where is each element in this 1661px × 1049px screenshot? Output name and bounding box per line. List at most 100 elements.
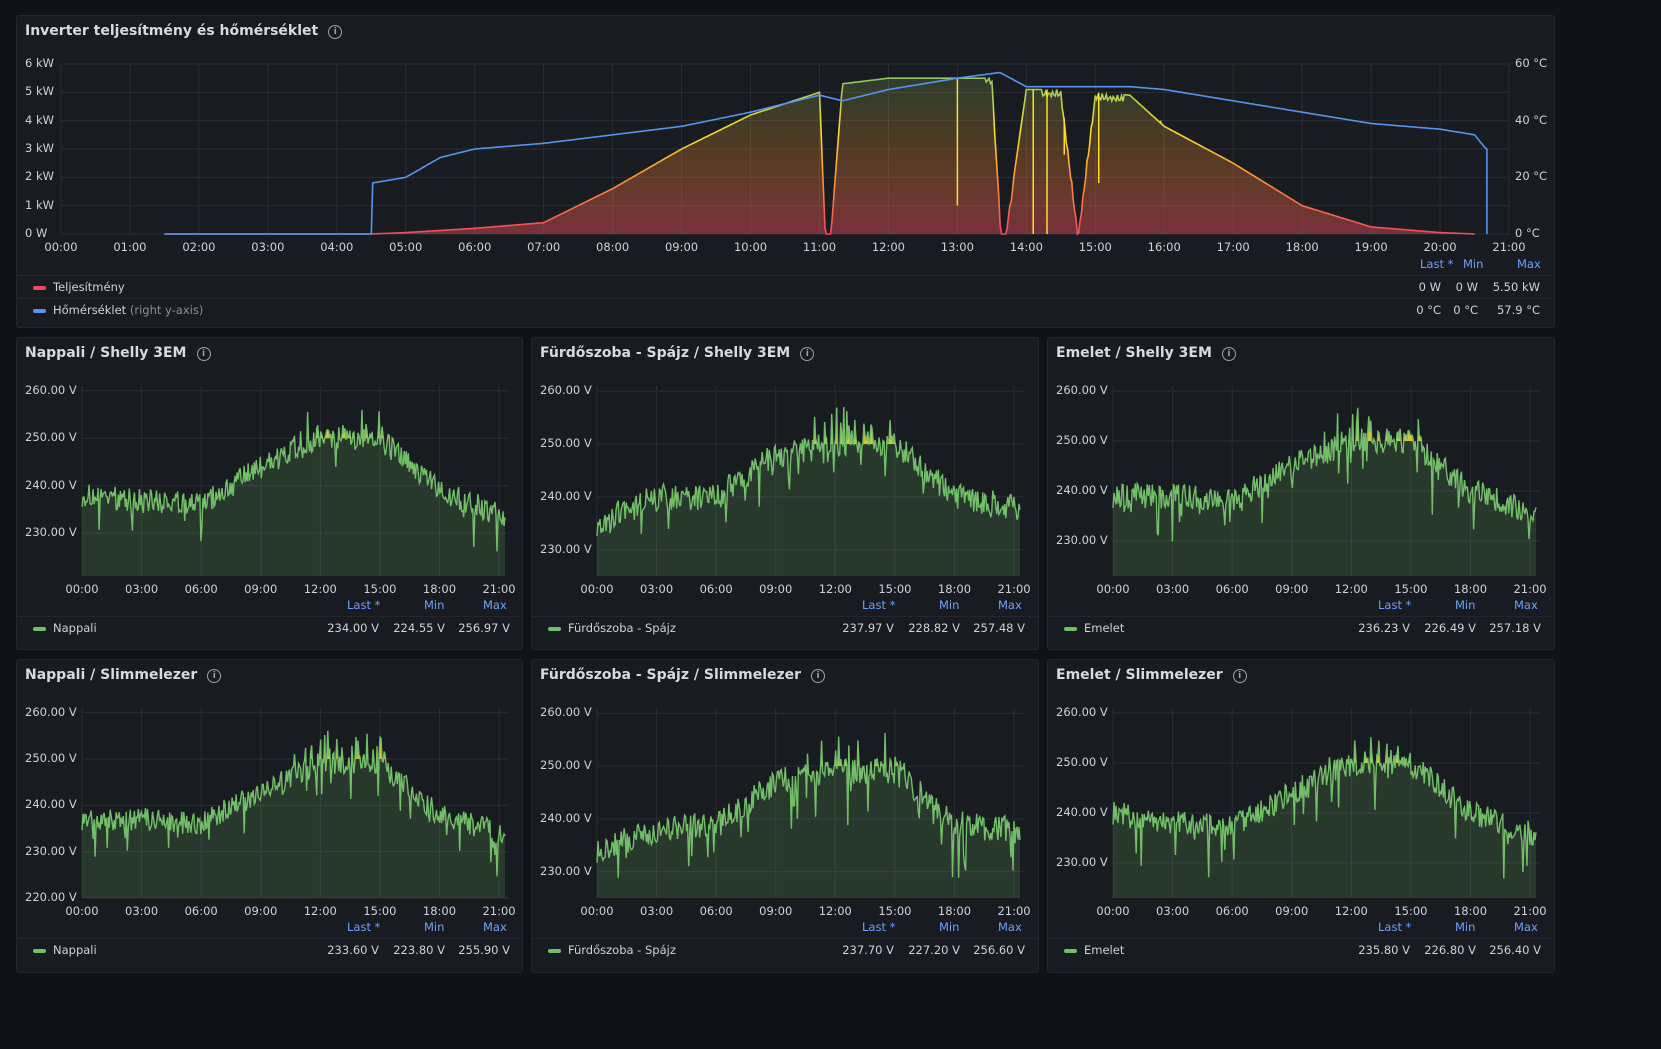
y-axis-left-tick: 6 kW <box>25 56 55 70</box>
x-axis-tick: 03:00 <box>125 904 159 918</box>
x-axis-tick: 15:00 <box>363 904 397 918</box>
panel-title: Fürdőszoba - Spájz / Slimmelezer i <box>540 667 826 683</box>
info-icon[interactable]: i <box>1232 669 1247 683</box>
legend-header-min[interactable]: Min <box>939 920 960 934</box>
info-icon[interactable]: i <box>196 347 211 361</box>
y-axis-tick: 260.00 V <box>540 383 592 398</box>
x-axis-tick: 21:00 <box>482 582 516 596</box>
voltage-series-line[interactable] <box>596 732 1021 878</box>
x-axis-tick: 00:00 <box>44 240 78 254</box>
x-axis-tick: 02:00 <box>182 240 216 254</box>
legend-header-min[interactable]: Min <box>424 920 445 934</box>
legend-max: 57.9 °C <box>1496 303 1540 317</box>
x-axis-tick: 18:00 <box>422 582 457 596</box>
voltage-panel-nappali-slimmelezer: Nappali / Slimmelezer i 260.00 V 250.00 V 24… <box>16 659 523 973</box>
legend-header-min[interactable]: Min <box>1455 920 1476 934</box>
voltage-series-line[interactable] <box>1112 407 1537 542</box>
y-axis-tick: 250.00 V <box>1056 433 1108 447</box>
legend-header-max[interactable]: Max <box>1517 257 1541 271</box>
x-axis-tick: 06:00 <box>184 904 218 918</box>
legend-swatch-blue <box>33 309 46 313</box>
legend-header-max[interactable]: Max <box>998 920 1022 934</box>
legend-name: Nappali <box>53 943 97 957</box>
legend-name-suffix: (right y-axis) <box>129 303 204 317</box>
legend-header-max[interactable]: Max <box>998 598 1022 612</box>
legend-min: 228.82 V <box>908 621 960 635</box>
legend-header-max[interactable]: Max <box>483 598 507 612</box>
voltage-series-line[interactable] <box>81 730 506 877</box>
y-axis-tick: 250.00 V <box>540 758 592 773</box>
threshold-band-yellow <box>1113 416 1537 441</box>
x-axis-tick: 15:00 <box>363 582 397 596</box>
legend-header-last[interactable]: Last * <box>862 598 896 612</box>
power-series-area <box>164 78 1475 234</box>
y-axis-tick: 240.00 V <box>1056 483 1108 497</box>
panel-title: Nappali / Shelly 3EM i <box>25 345 211 361</box>
y-axis-tick: 250.00 V <box>540 436 592 451</box>
legend-swatch-green <box>1064 627 1077 631</box>
x-axis-tick: 18:00 <box>937 904 972 918</box>
voltage-series-line[interactable] <box>596 406 1021 537</box>
power-series-line[interactable] <box>164 76 1475 236</box>
legend-row[interactable]: Nappali 234.00 V 224.55 V 256.97 V <box>17 616 522 640</box>
legend-row[interactable]: Nappali 233.60 V 223.80 V 255.90 V <box>17 938 522 962</box>
info-icon[interactable]: i <box>811 669 826 683</box>
legend-header-last[interactable]: Last * <box>862 920 896 934</box>
legend-header-last[interactable]: Last * <box>1420 257 1454 271</box>
legend-max: 256.40 V <box>1489 943 1541 957</box>
x-axis-tick: 09:00 <box>759 582 793 596</box>
legend-row[interactable]: Emelet 236.23 V 226.49 V 257.18 V <box>1048 616 1554 640</box>
voltage-series-area <box>82 730 506 898</box>
voltage-panel-furdoszoba-slimmelezer: Fürdőszoba - Spájz / Slimmelezer i 260.00 … <box>531 659 1039 973</box>
legend-row[interactable]: Emelet 235.80 V 226.80 V 256.40 V <box>1048 938 1554 962</box>
x-axis-tick: 06:00 <box>699 582 733 596</box>
legend-last: 236.23 V <box>1358 621 1410 635</box>
legend-row[interactable]: Fürdőszoba - Spájz 237.97 V 228.82 V 257.48… <box>532 616 1038 640</box>
legend-header-min[interactable]: Min <box>1455 598 1476 612</box>
y-axis-right-tick: 20 °C <box>1515 169 1548 184</box>
x-axis-tick: 21:00 <box>1513 582 1547 596</box>
voltage-chart-svg <box>1112 386 1540 576</box>
legend-min: 0 W <box>1455 280 1478 294</box>
y-axis-tick: 260.00 V <box>540 705 592 720</box>
x-axis-tick: 03:00 <box>1156 582 1190 596</box>
voltage-series-line[interactable] <box>81 409 506 552</box>
legend-row[interactable]: Fürdőszoba - Spájz 237.70 V 227.20 V 256.60… <box>532 938 1038 962</box>
legend-header-max[interactable]: Max <box>1514 920 1538 934</box>
legend-header-last[interactable]: Last * <box>347 598 381 612</box>
legend-header-min[interactable]: Min <box>1463 257 1484 271</box>
info-icon[interactable]: i <box>800 347 815 361</box>
info-icon[interactable]: i <box>207 669 222 683</box>
temperature-series-line[interactable] <box>164 71 1488 235</box>
legend-swatch-green <box>33 949 46 953</box>
x-axis-tick: 18:00 <box>1453 582 1488 596</box>
info-icon[interactable]: i <box>328 25 343 39</box>
voltage-panel-furdoszoba-shelly: Fürdőszoba - Spájz / Shelly 3EM i 260.00 V… <box>531 337 1039 650</box>
panel-title: Fürdőszoba - Spájz / Shelly 3EM i <box>540 345 815 361</box>
y-axis-tick: 250.00 V <box>1056 755 1108 769</box>
legend-header-last[interactable]: Last * <box>347 920 381 934</box>
legend-header-min[interactable]: Min <box>424 598 445 612</box>
legend-last: 237.70 V <box>842 943 894 957</box>
legend-last: 233.60 V <box>327 943 379 957</box>
info-icon[interactable]: i <box>1221 347 1236 361</box>
legend-header-max[interactable]: Max <box>1514 598 1538 612</box>
legend-header-max[interactable]: Max <box>483 920 507 934</box>
y-axis-tick: 230.00 V <box>1056 533 1108 547</box>
x-axis-tick: 00:00 <box>580 582 614 596</box>
legend-name: Teljesítmény <box>53 280 125 294</box>
x-axis-tick: 16:00 <box>1147 240 1181 254</box>
legend-header-min[interactable]: Min <box>939 598 960 612</box>
legend-last: 235.80 V <box>1358 943 1410 957</box>
x-axis-tick: 14:00 <box>1009 240 1043 254</box>
voltage-series-line[interactable] <box>1112 737 1537 879</box>
voltage-chart-svg <box>81 386 509 576</box>
legend-min: 226.80 V <box>1424 943 1476 957</box>
x-axis-tick: 01:00 <box>113 240 147 254</box>
inverter-svg <box>60 63 1510 236</box>
x-axis-tick: 15:00 <box>878 904 912 918</box>
legend-header-last[interactable]: Last * <box>1378 920 1412 934</box>
legend-row-power[interactable]: Teljesítmény 0 W 0 W 5.50 kW <box>17 275 1554 299</box>
legend-header-last[interactable]: Last * <box>1378 598 1412 612</box>
legend-row-temperature[interactable]: Hőmérséklet (right y-axis) 0 °C 0 °C 57.… <box>17 298 1554 322</box>
